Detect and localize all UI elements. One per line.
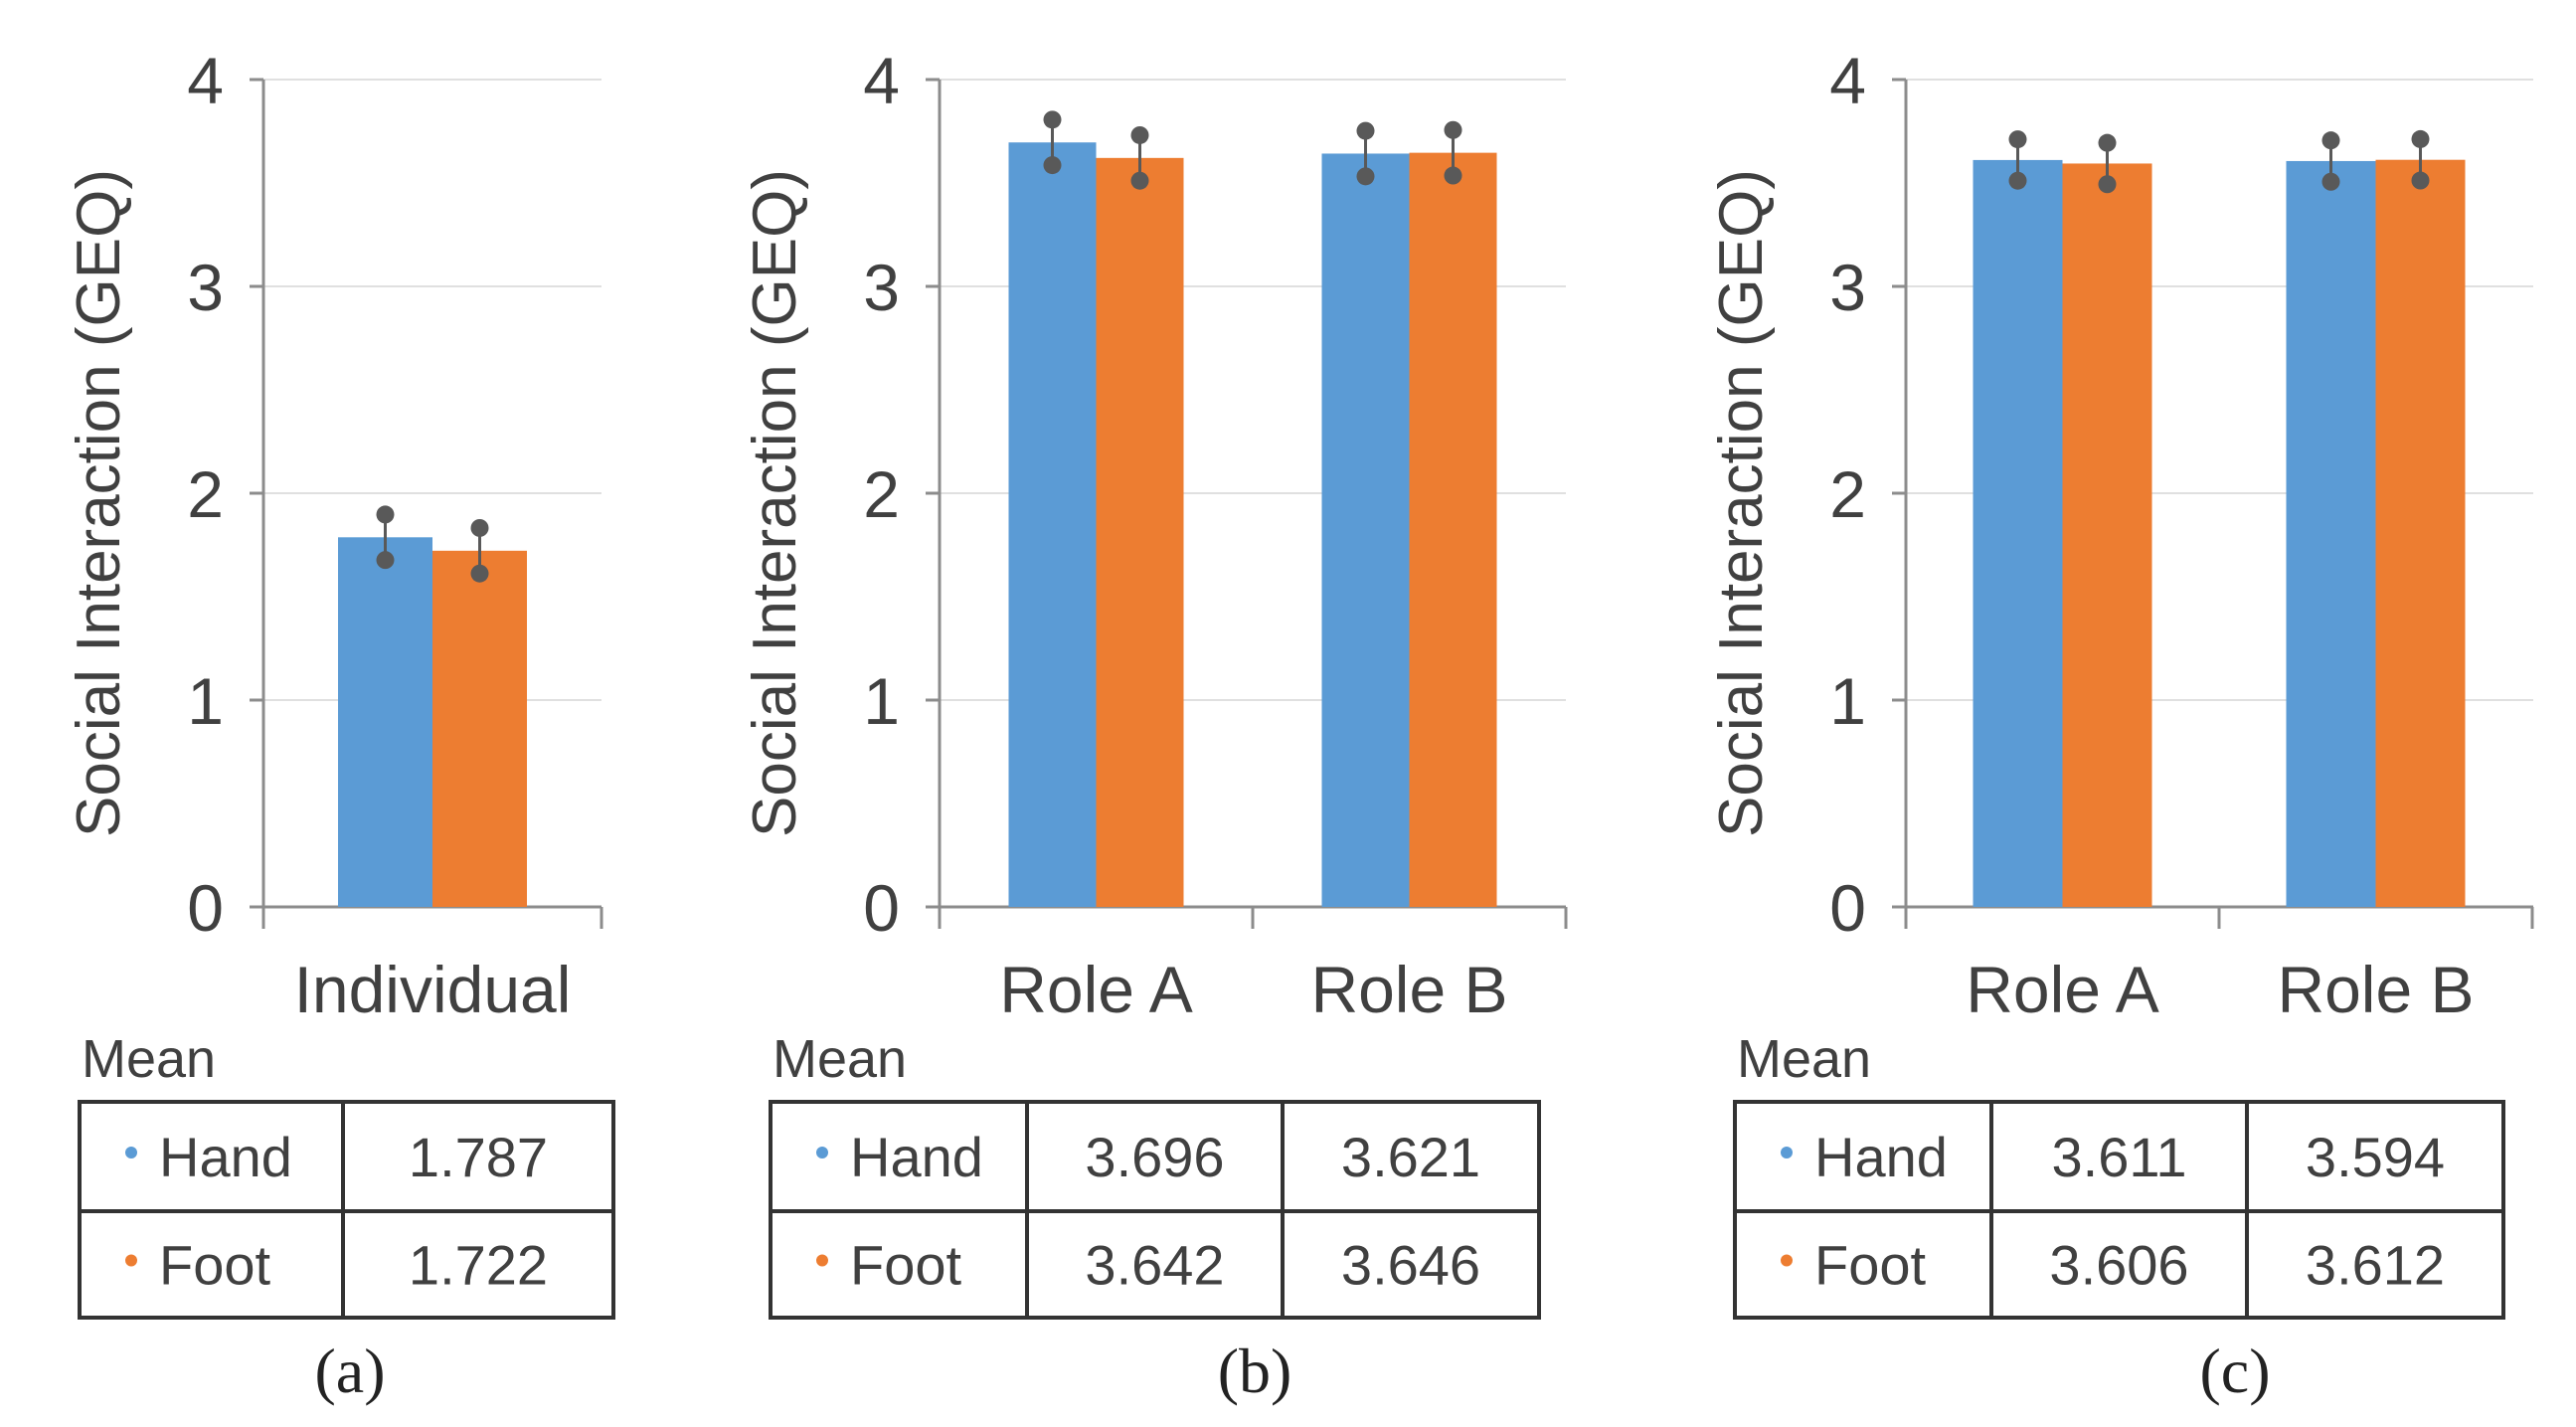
error-cap-bottom [1043,156,1062,175]
table-cell: 3.606 [2049,1234,2188,1297]
bar-foot [1409,152,1497,907]
y-tick-label: 3 [863,251,900,324]
y-tick-label: 4 [863,44,900,117]
error-cap-bottom [376,551,395,570]
legend-hand-marker [1781,1147,1793,1159]
x-tick-label: Role A [1966,953,2158,1026]
table-row-label: Foot [159,1234,270,1297]
error-cap-top [2411,129,2430,148]
table-cell: 3.594 [2306,1126,2445,1188]
y-axis-label: Social Interaction (GEQ) [1707,169,1776,837]
table-title: Mean [82,1029,216,1089]
x-tick-label: Individual [294,953,572,1026]
error-cap-top [1356,121,1375,140]
table-cell: 3.642 [1085,1234,1224,1297]
bar-hand [1321,153,1410,908]
error-cap-bottom [2411,171,2430,190]
chart-panel-3: 0 1 2 3 4 Social Interaction (GEQ) Role A Role … [1707,44,2534,1406]
table-title: Mean [773,1029,907,1089]
table-title: Mean [1737,1029,1871,1089]
legend-foot-marker [1781,1254,1793,1267]
panel-caption: (a) [314,1336,385,1406]
table-row-label: Hand [159,1126,292,1188]
table-cell: 3.611 [2052,1126,2187,1188]
legend-hand-marker [125,1147,137,1159]
error-cap-bottom [2008,171,2027,190]
legend-foot-marker [125,1254,137,1267]
x-tick-label: Role A [999,953,1192,1026]
error-cap-top [470,518,489,537]
y-tick-label: 1 [863,664,900,738]
y-tick-label: 2 [187,457,224,531]
table-cell: 1.787 [409,1126,548,1188]
legend-hand-marker [816,1147,828,1159]
chart-panel-2: 0 1 2 3 4 Social Interaction (GEQ) Role A Role … [741,44,1568,1406]
x-tick-label: Role B [2277,953,2474,1026]
chart-panel-1: 0 1 2 3 4 Social Interaction (GEQ) Individual M… [65,44,615,1406]
error-cap-bottom [2321,172,2340,191]
y-axis-label: Social Interaction (GEQ) [741,169,809,837]
error-cap-bottom [2098,175,2117,194]
y-tick-label: 0 [1829,871,1866,945]
bar-hand [2286,160,2376,907]
error-cap-top [1444,120,1462,139]
error-cap-top [1130,125,1149,144]
bar-foot [1096,157,1184,907]
table-row-label: Hand [850,1126,983,1188]
legend-foot-marker [816,1254,828,1267]
panel-caption: (b) [1218,1336,1292,1406]
table-row-label: Foot [1814,1234,1926,1297]
table-cell: 1.722 [409,1234,548,1297]
y-axis-label: Social Interaction (GEQ) [65,169,133,837]
panel-caption: (c) [2199,1336,2270,1406]
error-cap-top [1043,110,1062,129]
y-tick-label: 4 [187,44,224,117]
error-cap-bottom [1130,171,1149,190]
table-row-label: Hand [1814,1126,1948,1188]
bar-hand [1008,142,1097,907]
y-tick-label: 1 [187,664,224,738]
y-tick-label: 4 [1829,44,1866,117]
y-tick-label: 0 [187,871,224,945]
error-cap-top [2321,131,2340,150]
table-row-label: Foot [850,1234,961,1297]
table-cell: 3.621 [1341,1126,1480,1188]
y-tick-label: 0 [863,871,900,945]
error-cap-top [2008,130,2027,149]
bar-foot [2062,163,2152,907]
error-cap-bottom [1444,166,1462,185]
table-cell: 3.646 [1341,1234,1480,1297]
error-cap-top [2098,133,2117,152]
error-cap-bottom [470,564,489,583]
error-cap-bottom [1356,167,1375,186]
y-tick-label: 3 [187,251,224,324]
y-tick-label: 2 [1829,457,1866,531]
y-tick-label: 3 [1829,251,1866,324]
bar-hand [1973,159,2063,908]
y-tick-label: 2 [863,457,900,531]
bar-foot [432,550,527,907]
error-cap-top [376,505,395,524]
table-cell: 3.696 [1085,1126,1224,1188]
bar-hand [338,537,432,907]
bar-foot [2375,159,2466,908]
y-tick-label: 1 [1829,664,1866,738]
x-tick-label: Role B [1310,953,1507,1026]
table-cell: 3.612 [2306,1234,2445,1297]
